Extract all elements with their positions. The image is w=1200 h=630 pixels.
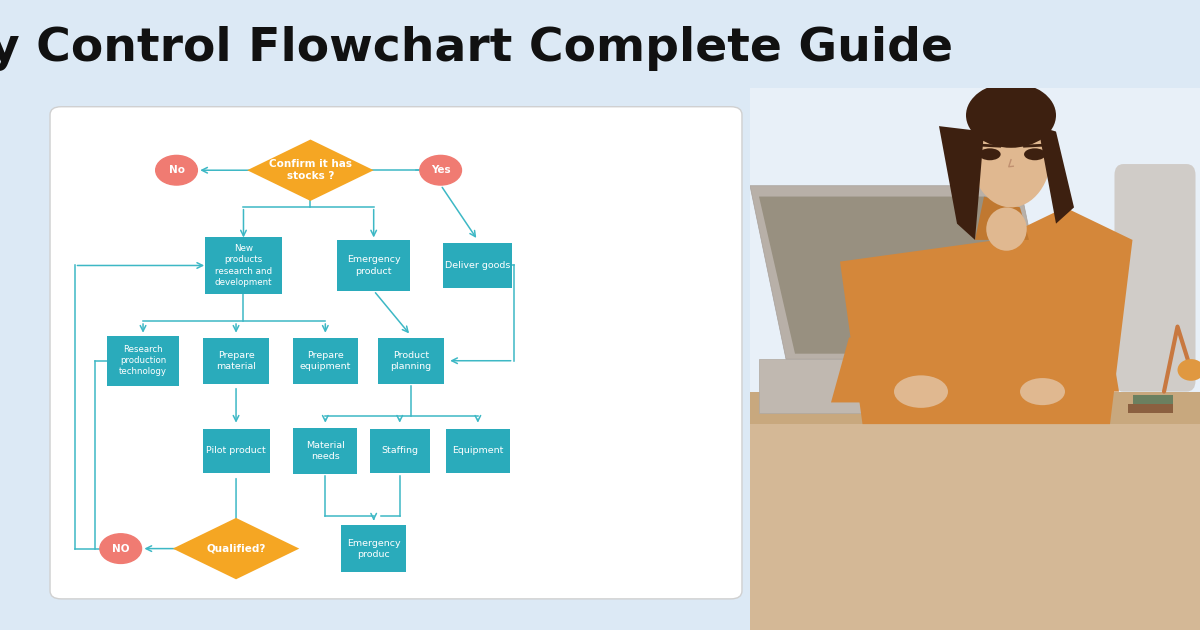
Circle shape — [100, 534, 142, 563]
FancyBboxPatch shape — [378, 338, 444, 384]
Polygon shape — [974, 197, 1030, 240]
FancyBboxPatch shape — [107, 336, 180, 386]
FancyBboxPatch shape — [50, 106, 742, 599]
Text: Staffing: Staffing — [382, 446, 419, 455]
Polygon shape — [984, 338, 1120, 392]
Text: Prepare
material: Prepare material — [216, 351, 256, 371]
Text: Prepare
equipment: Prepare equipment — [300, 351, 352, 371]
Ellipse shape — [1020, 378, 1066, 405]
FancyBboxPatch shape — [337, 241, 410, 290]
FancyBboxPatch shape — [293, 428, 358, 474]
Text: Emergency
product: Emergency product — [347, 255, 401, 275]
Text: Product
planning: Product planning — [390, 351, 432, 371]
Ellipse shape — [966, 83, 1056, 148]
Text: Qualified?: Qualified? — [206, 544, 265, 554]
Circle shape — [156, 156, 197, 185]
FancyBboxPatch shape — [1128, 404, 1174, 413]
Polygon shape — [750, 403, 1200, 630]
Text: Equipment: Equipment — [452, 446, 504, 455]
FancyBboxPatch shape — [203, 338, 269, 384]
Polygon shape — [173, 518, 299, 580]
Polygon shape — [1038, 126, 1074, 224]
FancyBboxPatch shape — [1133, 396, 1174, 404]
FancyBboxPatch shape — [1115, 164, 1195, 392]
FancyBboxPatch shape — [293, 338, 358, 384]
Text: Pilot product: Pilot product — [206, 446, 266, 455]
Text: Research
production
technology: Research production technology — [119, 345, 167, 376]
FancyBboxPatch shape — [443, 243, 512, 288]
Ellipse shape — [1177, 359, 1200, 381]
Ellipse shape — [1024, 148, 1045, 160]
Circle shape — [420, 156, 462, 185]
Polygon shape — [940, 126, 984, 240]
Text: New
products
research and
development: New products research and development — [215, 244, 272, 287]
Text: Confirm it has
stocks ?: Confirm it has stocks ? — [269, 159, 352, 181]
Ellipse shape — [986, 207, 1027, 251]
Polygon shape — [247, 139, 373, 201]
FancyBboxPatch shape — [341, 525, 407, 572]
Text: Yes: Yes — [431, 165, 450, 175]
Polygon shape — [830, 338, 974, 403]
Ellipse shape — [971, 99, 1051, 207]
Text: Material
needs: Material needs — [306, 440, 344, 461]
Text: Quality Control Flowchart Complete Guide: Quality Control Flowchart Complete Guide — [0, 26, 953, 71]
Text: Emergency
produc: Emergency produc — [347, 539, 401, 559]
FancyBboxPatch shape — [370, 428, 430, 473]
FancyBboxPatch shape — [205, 237, 282, 294]
Ellipse shape — [894, 375, 948, 408]
Polygon shape — [750, 392, 1200, 424]
FancyBboxPatch shape — [750, 88, 1200, 440]
Text: NO: NO — [112, 544, 130, 554]
Polygon shape — [760, 359, 1074, 413]
Polygon shape — [750, 186, 1056, 359]
Text: No: No — [168, 165, 185, 175]
Polygon shape — [840, 207, 1133, 424]
Ellipse shape — [979, 148, 1001, 160]
Polygon shape — [760, 197, 1046, 353]
FancyBboxPatch shape — [445, 428, 510, 473]
Text: Deliver goods: Deliver goods — [445, 261, 510, 270]
FancyBboxPatch shape — [203, 428, 270, 473]
